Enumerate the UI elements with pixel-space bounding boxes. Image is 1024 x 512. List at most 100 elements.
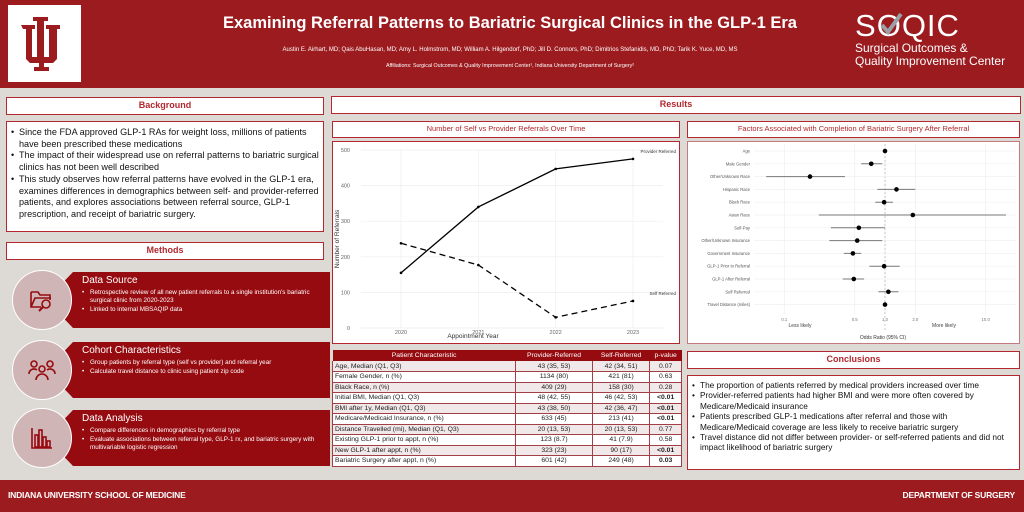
table-row: Age, Median (Q1, Q3) 43 (35, 53) 42 (34, 5…: [331, 361, 682, 372]
methods-heading: Methods: [6, 242, 324, 260]
row-label: Self-Pay: [734, 225, 751, 230]
method-bullet: Evaluate associations between referral t…: [82, 436, 320, 452]
odds-ratio-point: [882, 148, 888, 154]
self-cell: 213 (41): [591, 413, 651, 425]
row-label: Other/Unknown Race: [710, 174, 751, 179]
provider-cell: 48 (42, 55): [515, 392, 593, 404]
provider-cell: 123 (8.7): [515, 434, 593, 446]
data-point: [554, 316, 557, 319]
annotation-less-likely: Less likely: [788, 323, 812, 329]
odds-ratio-point: [881, 199, 887, 205]
table-row: Female Gender, n (%) 1134 (80) 421 (81) 0.6…: [331, 371, 682, 383]
conclusion-bullet: Provider-referred patients had higher BM…: [692, 390, 1015, 411]
x-tick-label: 2.0: [912, 317, 919, 322]
odds-ratio-point: [854, 238, 860, 243]
p-value-cell: 0.28: [649, 382, 682, 393]
p-value-cell: <0.01: [649, 392, 682, 404]
table-row: BMI after 1y, Median (Q1, Q3) 43 (38, 50)…: [331, 403, 682, 414]
conclusion-bullet: The proportion of patients referred by m…: [692, 380, 1015, 391]
characteristic-cell: Black Race, n (%): [331, 382, 517, 393]
row-label: Male Gender: [726, 161, 751, 166]
data-point: [477, 205, 480, 209]
row-label: GLP-1 After Referral: [712, 277, 750, 282]
poster-header: Examining Referral Patterns to Bariatric…: [0, 0, 1024, 88]
series-label: Self Referred: [649, 291, 676, 296]
characteristic-cell: Existing GLP-1 prior to appt, n (%): [331, 434, 517, 446]
column-header: Self-Referred: [592, 350, 650, 361]
method-title: Data Source: [82, 275, 138, 286]
provider-referred-line: [400, 158, 634, 274]
column-header: Provider-Referred: [515, 350, 593, 361]
x-tick-label: 0.5: [852, 317, 859, 322]
method-cohort: Cohort Characteristics Group patients by…: [12, 340, 330, 400]
odds-ratio-point: [886, 289, 891, 295]
column-header: Patient Characteristic: [332, 350, 516, 361]
background-bullet: This study observes how referral pattern…: [11, 174, 319, 221]
odds-ratio-point: [856, 225, 862, 231]
row-label: GLP-1 Prior to Referral: [707, 264, 750, 269]
data-point: [631, 157, 635, 161]
odds-ratio-point: [868, 161, 874, 167]
self-cell: 42 (34, 51): [591, 361, 651, 372]
forest-plot-title: Factors Associated with Completion of Ba…: [687, 121, 1020, 138]
checkmark-icon: [880, 12, 903, 36]
odds-ratio-point: [850, 251, 856, 256]
people-group-icon: [28, 360, 56, 381]
row-label: Age: [743, 149, 751, 154]
row-label: Travel Distance (miles): [707, 302, 750, 307]
x-tick-label: 10.0: [982, 317, 991, 322]
characteristic-cell: Bariatric Surgery after appt, n (%): [331, 455, 517, 467]
method-bullet: Retrospective review of all new patient …: [82, 289, 320, 305]
background-heading: Background: [6, 97, 324, 115]
provider-cell: 43 (38, 50): [515, 403, 593, 414]
odds-ratio-point: [882, 302, 888, 307]
method-data-source: Data Source Retrospective review of all …: [12, 270, 330, 330]
column-header: p-value: [649, 350, 682, 361]
characteristic-cell: Age, Median (Q1, Q3): [331, 361, 517, 372]
table-row: Distance Travelled (mi), Median (Q1, Q3)…: [331, 424, 682, 435]
footer-department: DEPARTMENT OF SURGERY: [902, 490, 1016, 500]
p-value-cell: 0.77: [649, 424, 682, 435]
p-value-cell: 0.58: [649, 434, 682, 446]
data-point: [399, 241, 403, 245]
data-point: [631, 299, 635, 303]
self-cell: 158 (30): [591, 382, 651, 393]
x-axis-label: Appointment Year: [447, 333, 499, 340]
line-chart-title: Number of Self vs Provider Referrals Ove…: [332, 121, 680, 138]
x-tick-label: 2021: [472, 330, 484, 336]
table-header-row: Patient Characteristic Provider-Referred…: [332, 350, 682, 361]
p-value-cell: <0.01: [649, 413, 682, 425]
folder-search-icon: [30, 291, 51, 312]
odds-ratio-point: [807, 174, 813, 179]
provider-cell: 409 (29): [515, 382, 593, 393]
line-chart-box: 0 100 200 300 400 500 2020 2021 2022 2023 Provider…: [332, 141, 680, 344]
data-point: [399, 271, 403, 275]
row-label: Government Insurance: [707, 251, 750, 256]
method-analysis: Data Analysis Compare differences in dem…: [12, 408, 330, 468]
conclusion-bullet: Travel distance did not differ between p…: [692, 432, 1015, 453]
y-axis-label: Number of Referrals: [334, 209, 341, 268]
data-point: [554, 167, 557, 171]
row-label: Asian Race: [729, 213, 751, 218]
background-box: Since the FDA approved GLP-1 RAs for wei…: [6, 121, 324, 232]
forest-plot-box: 0.1 0.5 1.0 2.0 10.0 Age Male Gender Other/Unkn…: [687, 141, 1020, 344]
soqic-wordmark: SO QIC: [855, 8, 960, 43]
conclusions-box: The proportion of patients referred by m…: [687, 375, 1020, 470]
table-row: Black Race, n (%) 409 (29) 158 (30) 0.28: [331, 382, 682, 393]
conclusion-bullet: Patients prescribed GLP-1 medications af…: [692, 411, 1015, 432]
results-heading: Results: [331, 96, 1021, 114]
provider-cell: 601 (42): [515, 455, 593, 467]
table-row: Bariatric Surgery after appt, n (%) 601 (…: [331, 455, 682, 467]
odds-ratio-point: [910, 212, 916, 218]
table-row: New GLP-1 after appt, n (%) 323 (23) 90 (1…: [331, 445, 682, 456]
characteristic-cell: Distance Travelled (mi), Median (Q1, Q3): [331, 424, 517, 435]
odds-ratio-point: [894, 187, 899, 192]
footer-institution: INDIANA UNIVERSITY SCHOOL OF MEDICINE: [8, 490, 186, 500]
bar-chart-icon: [31, 428, 52, 449]
self-referred-line: [400, 242, 634, 319]
affiliations: Affiliations: Surgical Outcomes & Qualit…: [385, 63, 635, 69]
y-tick-label: 0: [347, 326, 350, 332]
provider-cell: 1134 (80): [515, 371, 593, 383]
table-row: Initial BMI, Median (Q1, Q3) 48 (42, 55) 4…: [331, 392, 682, 404]
p-value-cell: 0.63: [649, 371, 682, 383]
